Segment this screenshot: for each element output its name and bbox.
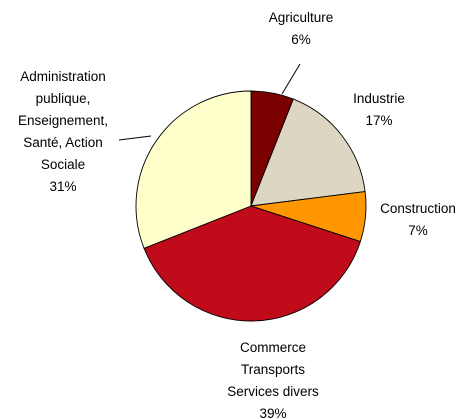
- pie-slice-administration: [135, 90, 252, 249]
- leader-line-administration: [118, 135, 152, 141]
- slice-label-line: Santé, Action: [23, 135, 103, 150]
- slice-label-agriculture: Agriculture 6%: [269, 10, 334, 47]
- slice-label-line: Enseignement,: [18, 113, 108, 128]
- slice-value-label: 6%: [291, 32, 311, 47]
- slice-label-administration: Administration publique, Enseignement, Sant…: [18, 69, 108, 194]
- pie-slice-industrie: [250, 98, 366, 207]
- slice-label-line: Sociale: [41, 157, 85, 172]
- slice-label-line: Transports: [241, 362, 305, 377]
- slice-label-line: Commerce: [240, 340, 306, 355]
- slice-label-line: publique,: [36, 91, 91, 106]
- slice-label-line: Construction: [380, 201, 456, 216]
- slice-label-line: Administration: [20, 69, 106, 84]
- leader-line-agriculture: [281, 63, 301, 95]
- slice-value-label: 7%: [408, 223, 428, 238]
- slice-label-industrie: Industrie 17%: [353, 91, 405, 128]
- slice-label-line: Services divers: [227, 384, 319, 399]
- slice-value-label: 31%: [49, 179, 76, 194]
- slice-value-label: 39%: [259, 406, 286, 419]
- pie-slice-commerce: [143, 205, 361, 322]
- slice-label-line: Industrie: [353, 91, 405, 106]
- slice-value-label: 17%: [365, 113, 392, 128]
- slice-label-commerce: Commerce Transports Services divers 39%: [227, 340, 319, 419]
- slice-label-construction: Construction 7%: [380, 201, 456, 238]
- slice-label-line: Agriculture: [269, 10, 334, 25]
